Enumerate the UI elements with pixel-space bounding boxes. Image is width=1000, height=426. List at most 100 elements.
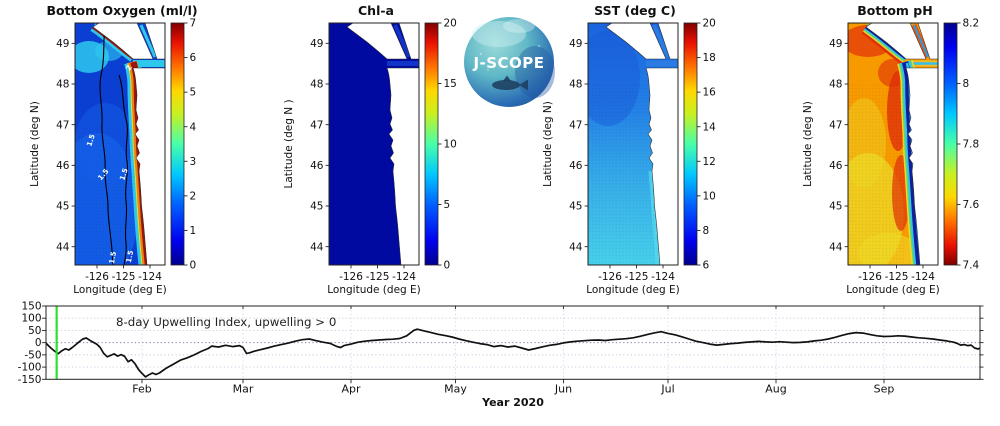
- colorbar-ticks: 7.4 7.6 7.8 8 8.2: [957, 18, 980, 272]
- colorbar-tick-label: 8.2: [963, 18, 980, 30]
- lon-tick-label: -124: [138, 271, 162, 283]
- lon-tick-label: -124: [911, 271, 935, 283]
- contour-label: 1.5: [118, 167, 129, 181]
- bottom-oxygen-map: 1.51.5 1.521.5 1.5: [75, 23, 165, 265]
- lon-tick-label: -124: [651, 271, 675, 283]
- panel-title: Chl-a: [358, 3, 394, 18]
- colorbar-tick-label: 0: [190, 260, 197, 272]
- logo-fish-icon: [492, 75, 528, 91]
- panel-bottom-oxygen: 1.51.5 1.521.5 1.5 Bottom Oxygen (ml/l) La…: [29, 3, 198, 296]
- y-tick-label: 0: [35, 337, 42, 349]
- longitude-ticks: -126 -125 -124: [339, 265, 416, 283]
- y-axis-label: Latitude (deg N): [542, 101, 554, 187]
- latitude-ticks: 49 48 47 46 45 44: [569, 38, 588, 253]
- x-axis-label: Longitude (deg E): [846, 284, 940, 296]
- x-axis-label: Longitude (deg E): [586, 284, 680, 296]
- lat-tick-label: 46: [569, 160, 583, 172]
- sst-map: [588, 23, 678, 265]
- colorbar-tick-label: 7.4: [963, 260, 980, 272]
- colorbar-tick-label: 14: [703, 121, 717, 133]
- colorbar-tick-label: 7: [190, 18, 197, 30]
- longitude-ticks: -126 -125 -124: [85, 265, 162, 283]
- longitude-ticks: -126 -125 -124: [598, 265, 675, 283]
- lat-tick-label: 45: [56, 201, 69, 213]
- colorbar-tick-label: 12: [703, 156, 716, 168]
- lat-tick-label: 48: [56, 79, 69, 91]
- colorbar-tick-label: 6: [703, 260, 710, 272]
- lat-tick-label: 47: [569, 119, 582, 131]
- latitude-ticks: 49 48 47 46 45 44: [829, 38, 848, 253]
- lat-tick-label: 48: [829, 79, 842, 91]
- colorbar-tick-label: 16: [703, 87, 717, 99]
- upwelling-index-line: [45, 328, 981, 378]
- lat-tick-label: 44: [829, 241, 843, 253]
- month-tick-label: Jun: [554, 383, 572, 396]
- lon-tick-label: -125: [366, 271, 390, 283]
- colorbar-tick-label: 10: [444, 139, 457, 151]
- longitude-ticks: -126 -125 -124: [858, 265, 935, 283]
- lat-tick-label: 46: [310, 160, 324, 172]
- lon-tick-label: -126: [85, 271, 109, 283]
- contour-label: 1.5: [108, 251, 118, 265]
- colorbar-chl: [424, 22, 439, 266]
- colorbar-tick-label: 20: [703, 18, 716, 30]
- logo-light-rays: [472, 21, 526, 47]
- colorbar-tick-label: 18: [703, 52, 716, 64]
- lat-tick-label: 47: [310, 119, 323, 131]
- month-tick-label: Aug: [765, 383, 786, 396]
- latitude-ticks: 49 48 47 46 45 44: [56, 38, 75, 253]
- jscope-logo: J-SCOPE: [464, 17, 555, 107]
- colorbar-tick-label: 5: [190, 87, 197, 99]
- panel-title: Bottom Oxygen (ml/l): [46, 3, 197, 18]
- panel-bottom-ph: Bottom pH Latitude (deg N) Longitude (de…: [802, 3, 980, 296]
- x-axis-label: Longitude (deg E): [327, 284, 421, 296]
- lon-tick-label: -126: [858, 271, 882, 283]
- lat-tick-label: 48: [310, 79, 323, 91]
- month-tick-label: Jul: [660, 383, 674, 396]
- colorbar-tick-label: 7.6: [963, 199, 980, 211]
- timeseries-annotation: 8-day Upwelling Index, upwelling > 0: [116, 315, 336, 329]
- colorbar-tick-label: 7.8: [963, 139, 980, 151]
- month-tick-label: Feb: [132, 383, 151, 396]
- colorbar-oxygen: [170, 22, 185, 266]
- y-tick-label: 50: [28, 325, 41, 337]
- lat-tick-label: 49: [829, 38, 842, 50]
- colorbar-tick-label: 4: [190, 121, 197, 133]
- lat-tick-label: 46: [56, 160, 70, 172]
- colorbar-ph: [943, 22, 958, 266]
- lon-tick-label: -126: [339, 271, 363, 283]
- y-tick-label: -150: [18, 374, 42, 386]
- colorbar-tick-label: 20: [444, 18, 457, 30]
- colorbar-tick-label: 10: [703, 190, 716, 202]
- lat-tick-label: 48: [569, 79, 582, 91]
- panel-chl-a: Chl-a Latitude (deg N ) Longitude (deg E…: [283, 3, 457, 296]
- y-tick-label: 150: [21, 300, 41, 312]
- lon-tick-label: -125: [112, 271, 136, 283]
- colorbar-tick-label: 15: [444, 78, 457, 90]
- colorbar-tick-label: 0: [444, 260, 451, 272]
- lat-tick-label: 47: [829, 119, 842, 131]
- panel-title: Bottom pH: [857, 3, 932, 18]
- colorbar-tick-label: 8: [703, 225, 710, 237]
- lat-tick-label: 49: [310, 38, 323, 50]
- y-tick-label: -100: [18, 362, 42, 374]
- lat-tick-label: 45: [569, 201, 582, 213]
- colorbar-tick-label: 3: [190, 156, 197, 168]
- month-tick-label: Mar: [233, 383, 254, 396]
- lat-tick-label: 46: [829, 160, 843, 172]
- contour-label: 1.5: [85, 133, 96, 147]
- lon-tick-label: -125: [885, 271, 909, 283]
- y-axis-label: Latitude (deg N ): [283, 99, 295, 188]
- lon-tick-label: -126: [598, 271, 622, 283]
- colorbar-tick-label: 8: [963, 78, 970, 90]
- timeseries-x-label: Year 2020: [481, 396, 544, 409]
- panel-sst: SST (deg C) Latitude (deg N) Longitude (…: [542, 3, 716, 296]
- month-tick-label: Apr: [341, 383, 361, 396]
- lon-tick-label: -125: [625, 271, 649, 283]
- colorbar-ticks: 6 8 10 12 14 16 18 20: [697, 18, 716, 272]
- lat-tick-label: 45: [310, 201, 323, 213]
